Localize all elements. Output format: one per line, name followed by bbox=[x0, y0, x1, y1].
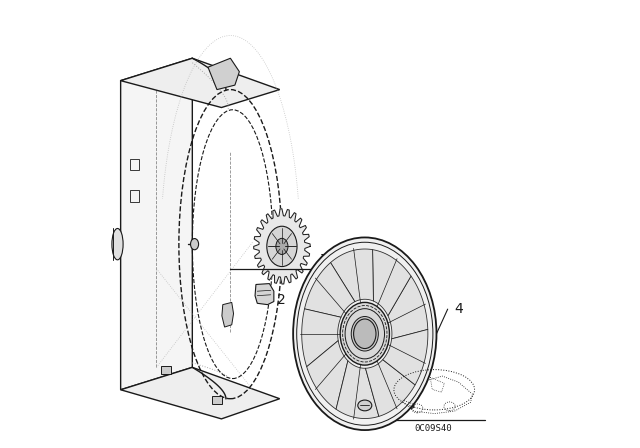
Ellipse shape bbox=[358, 400, 372, 411]
Ellipse shape bbox=[191, 238, 198, 250]
Text: 0C09S40: 0C09S40 bbox=[414, 425, 452, 434]
Ellipse shape bbox=[297, 242, 433, 425]
Polygon shape bbox=[365, 360, 415, 416]
Bar bbox=[130, 159, 140, 170]
Polygon shape bbox=[383, 329, 428, 385]
Polygon shape bbox=[301, 309, 341, 367]
Polygon shape bbox=[208, 58, 239, 90]
Polygon shape bbox=[307, 340, 348, 409]
Ellipse shape bbox=[276, 238, 288, 254]
Bar bbox=[130, 190, 140, 202]
Polygon shape bbox=[121, 367, 280, 419]
Ellipse shape bbox=[267, 226, 297, 267]
Text: 2: 2 bbox=[278, 293, 286, 307]
Polygon shape bbox=[121, 58, 192, 390]
Ellipse shape bbox=[351, 316, 378, 351]
Polygon shape bbox=[336, 361, 379, 418]
Polygon shape bbox=[372, 250, 411, 316]
Polygon shape bbox=[253, 209, 310, 284]
Text: 3: 3 bbox=[264, 222, 273, 236]
Polygon shape bbox=[121, 58, 280, 108]
Bar bbox=[212, 396, 222, 404]
Text: 4: 4 bbox=[454, 302, 463, 316]
Ellipse shape bbox=[340, 302, 389, 365]
Text: −1: −1 bbox=[320, 249, 339, 262]
Text: 5: 5 bbox=[408, 398, 416, 413]
Ellipse shape bbox=[293, 237, 436, 430]
Polygon shape bbox=[255, 284, 274, 305]
Polygon shape bbox=[305, 263, 355, 317]
Polygon shape bbox=[222, 302, 234, 327]
Bar bbox=[161, 366, 171, 374]
Ellipse shape bbox=[354, 319, 376, 349]
Polygon shape bbox=[388, 276, 428, 339]
Polygon shape bbox=[330, 249, 374, 302]
Ellipse shape bbox=[112, 228, 123, 260]
